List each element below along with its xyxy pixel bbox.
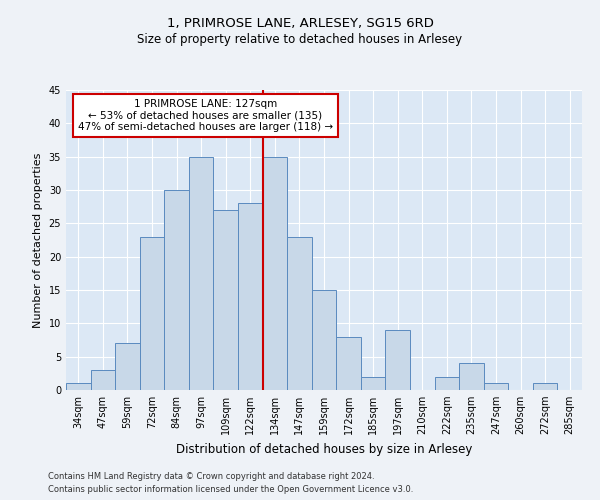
Text: Contains public sector information licensed under the Open Government Licence v3: Contains public sector information licen… [48, 485, 413, 494]
Bar [484, 384, 508, 390]
Bar [361, 376, 385, 390]
Text: Size of property relative to detached houses in Arlesey: Size of property relative to detached ho… [137, 32, 463, 46]
Bar [263, 156, 287, 390]
Bar [91, 370, 115, 390]
Bar [434, 376, 459, 390]
Bar [312, 290, 336, 390]
Y-axis label: Number of detached properties: Number of detached properties [33, 152, 43, 328]
Text: 1 PRIMROSE LANE: 127sqm
← 53% of detached houses are smaller (135)
47% of semi-d: 1 PRIMROSE LANE: 127sqm ← 53% of detache… [78, 99, 333, 132]
Bar [238, 204, 263, 390]
Bar [189, 156, 214, 390]
Bar [459, 364, 484, 390]
Bar [115, 344, 140, 390]
Bar [214, 210, 238, 390]
Bar [66, 384, 91, 390]
Bar [164, 190, 189, 390]
Text: Contains HM Land Registry data © Crown copyright and database right 2024.: Contains HM Land Registry data © Crown c… [48, 472, 374, 481]
Text: 1, PRIMROSE LANE, ARLESEY, SG15 6RD: 1, PRIMROSE LANE, ARLESEY, SG15 6RD [167, 18, 433, 30]
X-axis label: Distribution of detached houses by size in Arlesey: Distribution of detached houses by size … [176, 442, 472, 456]
Bar [287, 236, 312, 390]
Bar [336, 336, 361, 390]
Bar [533, 384, 557, 390]
Bar [385, 330, 410, 390]
Bar [140, 236, 164, 390]
